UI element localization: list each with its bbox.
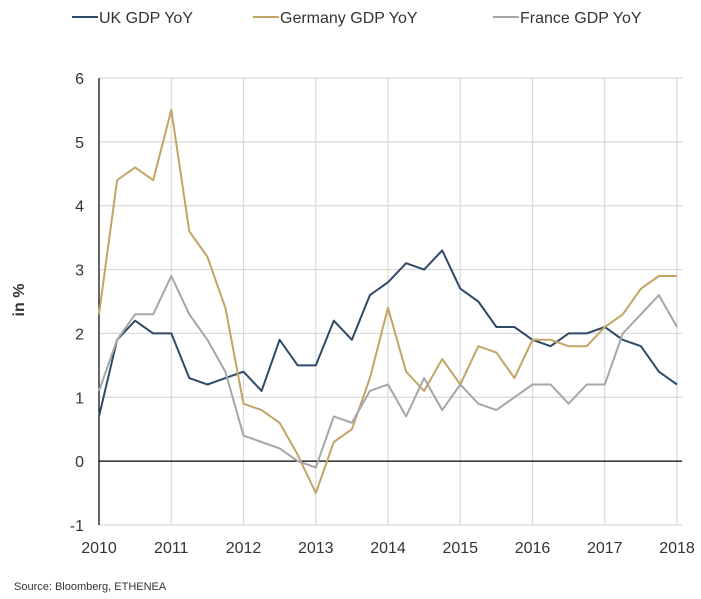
x-tick-label: 2015	[442, 540, 478, 557]
legend-label: France GDP YoY	[520, 10, 642, 27]
x-tick-label: 2018	[659, 540, 695, 557]
y-tick-label: 3	[75, 263, 84, 280]
y-tick-label: 2	[75, 326, 84, 343]
y-axis-label: in %	[11, 284, 28, 317]
y-tick-label: 6	[75, 71, 84, 88]
y-tick-label: 5	[75, 135, 84, 152]
series-line-france-gdp-yoy	[98, 275, 678, 469]
y-tick-label: -1	[70, 518, 84, 535]
series-lines	[98, 108, 678, 495]
y-tick-label: 1	[75, 390, 84, 407]
source-note: Source: Bloomberg, ETHENEA	[14, 581, 167, 593]
legend: UK GDP YoY Germany GDP YoY France GDP YoY	[72, 10, 642, 27]
x-tick-label: 2013	[298, 540, 334, 557]
x-tick-label: 2014	[370, 540, 406, 557]
legend-label: UK GDP YoY	[99, 10, 193, 27]
legend-item: France GDP YoY	[493, 10, 642, 27]
series-line-germany-gdp-yoy	[98, 108, 677, 495]
legend-item: Germany GDP YoY	[253, 10, 418, 27]
x-tick-label: 2011	[154, 540, 189, 557]
axes: -1 0 1 2 3 4 5 6 2010 2011 2012 2013 2014 2015 2016 201…	[70, 71, 695, 557]
y-tick-label: 0	[75, 454, 84, 471]
x-tick-label: 2016	[515, 540, 551, 557]
grid	[99, 77, 682, 526]
legend-item: UK GDP YoY	[72, 10, 193, 27]
x-tick-label: 2017	[587, 540, 623, 557]
legend-label: Germany GDP YoY	[280, 10, 418, 27]
y-tick-label: 4	[75, 199, 84, 216]
x-tick-label: 2012	[226, 540, 262, 557]
series-line-uk-gdp-yoy	[98, 249, 678, 417]
x-tick-label: 2010	[81, 540, 117, 557]
